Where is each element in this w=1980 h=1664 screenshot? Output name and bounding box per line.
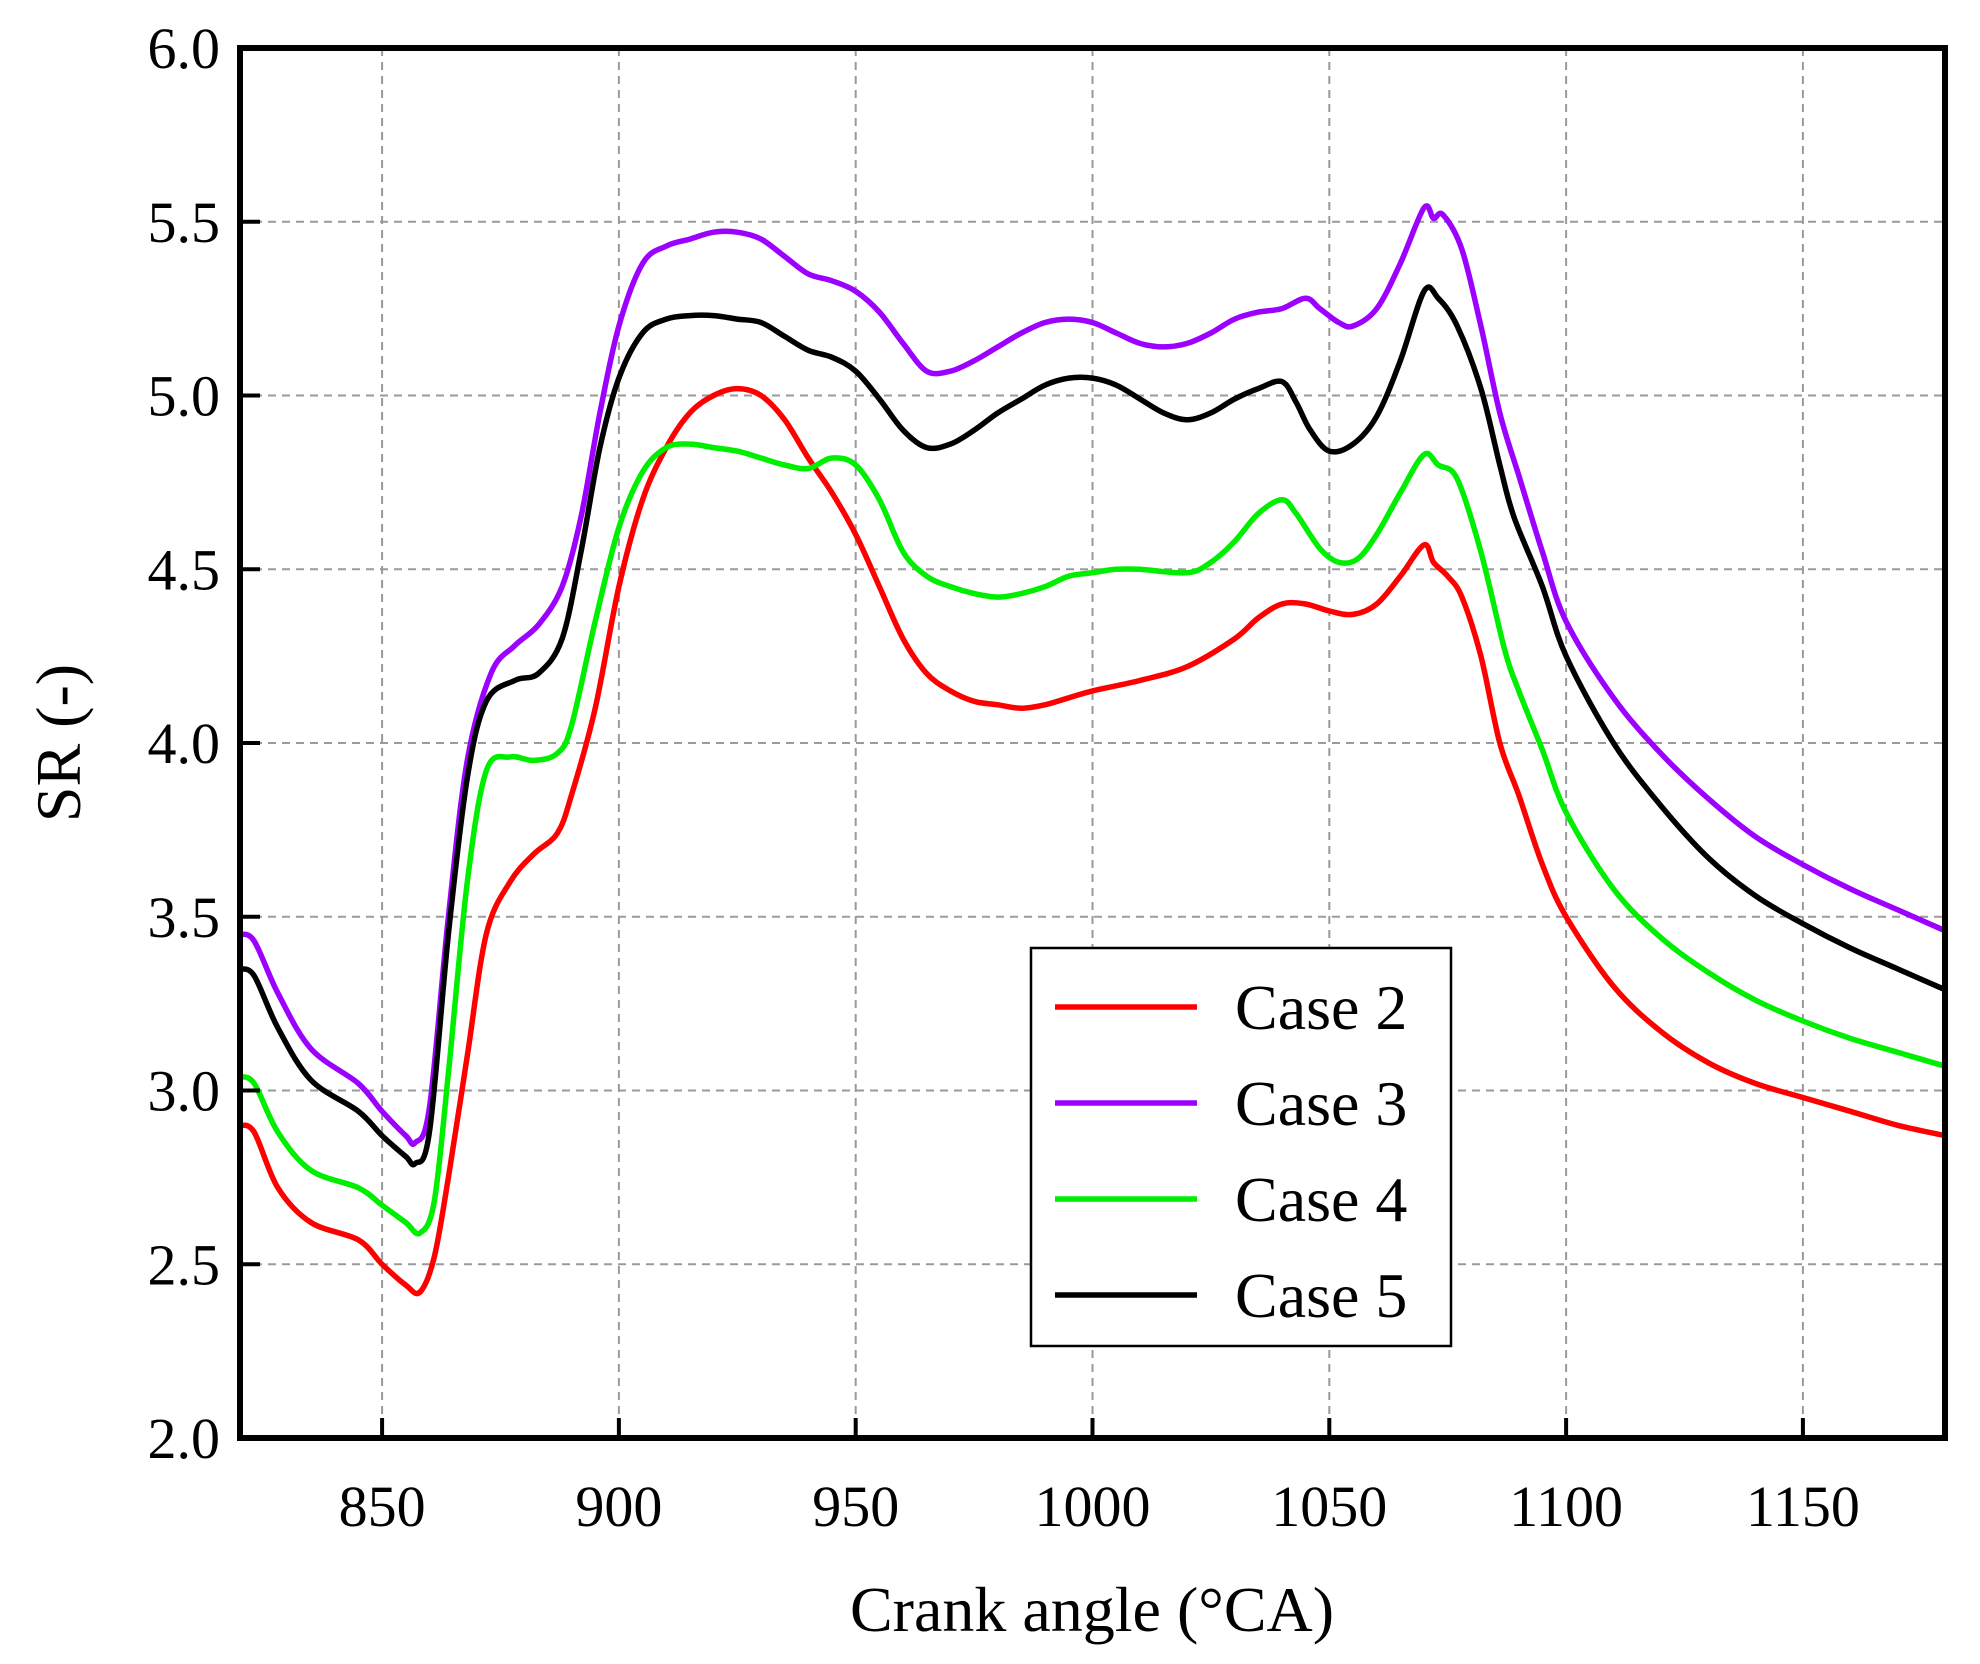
legend-items: Case 2 Case 3 Case 4 Case 5 [1055, 972, 1407, 1331]
x-axis-label: Crank angle (°CA) [850, 1574, 1334, 1645]
x-tick-label: 1100 [1509, 1474, 1623, 1539]
x-tick-label: 950 [812, 1474, 899, 1539]
y-axis-label: SR (-) [23, 664, 94, 822]
x-tick-label: 1050 [1271, 1474, 1387, 1539]
y-tick-labels: 2.0 2.5 3.0 3.5 4.0 4.5 5.0 5.5 6.0 [148, 16, 221, 1471]
y-tick-label: 3.5 [148, 885, 221, 950]
legend-label: Case 4 [1235, 1164, 1407, 1235]
y-tick-label: 4.0 [148, 711, 221, 776]
legend-label: Case 2 [1235, 972, 1407, 1043]
x-tick-label: 900 [575, 1474, 662, 1539]
y-tick-label: 5.5 [148, 190, 221, 255]
series-line-case-3 [237, 203, 1948, 1147]
y-tick-label: 5.0 [148, 364, 221, 429]
y-tick-label: 2.5 [148, 1232, 221, 1297]
legend-label: Case 5 [1235, 1260, 1407, 1331]
y-tick-label: 3.0 [148, 1059, 221, 1124]
series-lines [237, 203, 1948, 1297]
series-line-case-4 [237, 441, 1948, 1237]
x-tick-label: 1000 [1035, 1474, 1151, 1539]
y-tick-label: 6.0 [148, 16, 221, 81]
legend: Case 2 Case 3 Case 4 Case 5 [1029, 946, 1453, 1348]
y-tick-label: 4.5 [148, 537, 221, 602]
x-tick-labels: 850 900 950 1000 1050 1100 1150 [339, 1474, 1860, 1539]
legend-box [1029, 946, 1453, 1348]
y-tick-label: 2.0 [148, 1406, 221, 1471]
series-line-case-2 [237, 385, 1948, 1297]
series-line-case-5 [237, 284, 1948, 1168]
grid [240, 48, 1945, 1438]
legend-label: Case 3 [1235, 1068, 1407, 1139]
axis-ticks [240, 46, 1805, 1440]
x-tick-label: 1150 [1746, 1474, 1860, 1539]
x-tick-label: 850 [339, 1474, 426, 1539]
